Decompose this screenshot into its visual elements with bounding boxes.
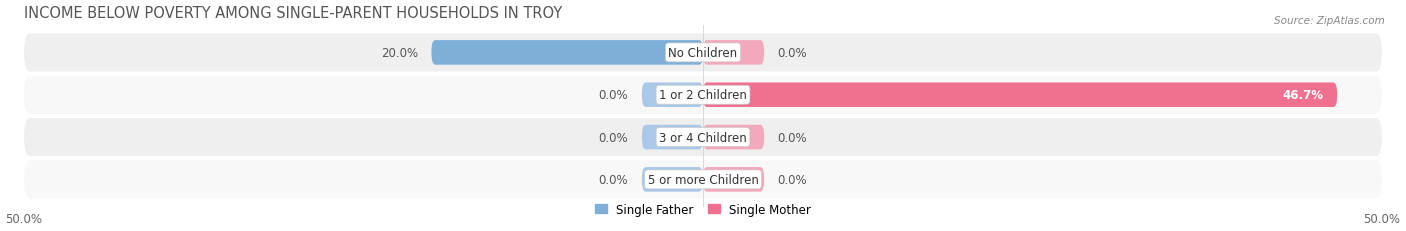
Legend: Single Father, Single Mother: Single Father, Single Mother bbox=[595, 203, 811, 216]
FancyBboxPatch shape bbox=[643, 167, 703, 192]
Text: 0.0%: 0.0% bbox=[778, 47, 807, 60]
Text: 0.0%: 0.0% bbox=[599, 131, 628, 144]
FancyBboxPatch shape bbox=[24, 119, 1382, 156]
FancyBboxPatch shape bbox=[643, 83, 703, 108]
Text: 5 or more Children: 5 or more Children bbox=[648, 173, 758, 186]
FancyBboxPatch shape bbox=[24, 161, 1382, 199]
Text: 0.0%: 0.0% bbox=[778, 131, 807, 144]
FancyBboxPatch shape bbox=[643, 125, 703, 150]
Text: 3 or 4 Children: 3 or 4 Children bbox=[659, 131, 747, 144]
Text: 0.0%: 0.0% bbox=[778, 173, 807, 186]
FancyBboxPatch shape bbox=[703, 83, 1337, 108]
FancyBboxPatch shape bbox=[24, 34, 1382, 72]
FancyBboxPatch shape bbox=[703, 125, 763, 150]
Text: 0.0%: 0.0% bbox=[599, 89, 628, 102]
Text: 46.7%: 46.7% bbox=[1282, 89, 1323, 102]
FancyBboxPatch shape bbox=[24, 76, 1382, 114]
Text: Source: ZipAtlas.com: Source: ZipAtlas.com bbox=[1274, 16, 1385, 26]
Text: INCOME BELOW POVERTY AMONG SINGLE-PARENT HOUSEHOLDS IN TROY: INCOME BELOW POVERTY AMONG SINGLE-PARENT… bbox=[24, 6, 562, 21]
FancyBboxPatch shape bbox=[703, 167, 763, 192]
FancyBboxPatch shape bbox=[703, 41, 763, 65]
Text: 20.0%: 20.0% bbox=[381, 47, 418, 60]
Text: 1 or 2 Children: 1 or 2 Children bbox=[659, 89, 747, 102]
Text: No Children: No Children bbox=[668, 47, 738, 60]
FancyBboxPatch shape bbox=[432, 41, 703, 65]
Text: 0.0%: 0.0% bbox=[599, 173, 628, 186]
